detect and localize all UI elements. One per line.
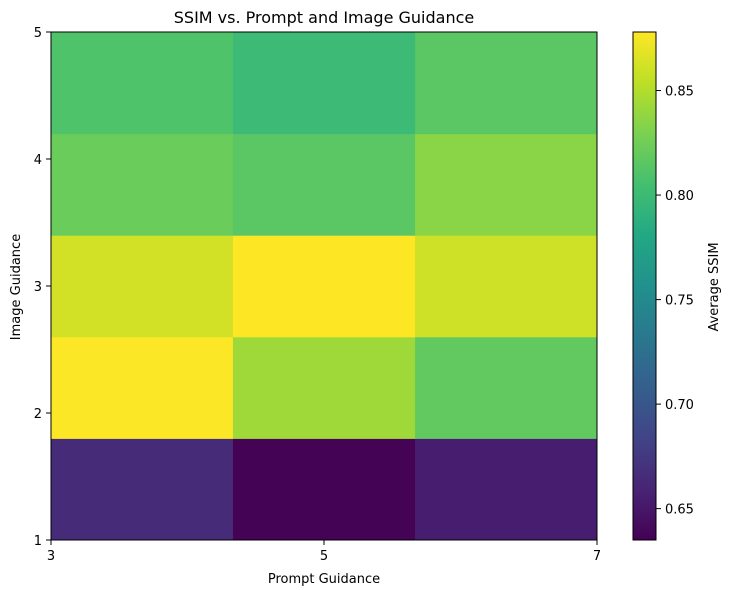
x-axis-ticks: 3 5 7 (47, 540, 601, 564)
y-tick-label: 5 (34, 26, 42, 41)
y-tick-label: 1 (34, 534, 42, 549)
y-axis-ticks: 1 2 3 4 5 (34, 26, 51, 549)
heatmap-cell (232, 133, 416, 236)
heatmap-cell (232, 336, 416, 439)
heatmap-cell (415, 438, 598, 541)
heatmap-cell (232, 32, 416, 135)
heatmap-cell (232, 235, 416, 338)
heatmap-cells (51, 32, 598, 541)
chart-title: SSIM vs. Prompt and Image Guidance (174, 8, 475, 27)
x-tick-label: 5 (320, 549, 328, 564)
heatmap-cell (415, 32, 598, 135)
x-tick-label: 7 (593, 549, 601, 564)
heatmap-cell (415, 133, 598, 236)
heatmap-cell (232, 438, 416, 541)
colorbar-tick-label: 0.75 (665, 294, 694, 309)
heatmap-cell (51, 336, 234, 439)
heatmap-cell (415, 235, 598, 338)
heatmap-cell (415, 336, 598, 439)
y-tick-label: 3 (34, 280, 42, 295)
heatmap-cell (51, 438, 234, 541)
colorbar-tick-label: 0.80 (665, 189, 694, 204)
colorbar-tick-label: 0.70 (665, 398, 694, 413)
colorbar-frame (632, 31, 657, 541)
colorbar-tick-label: 0.65 (665, 503, 694, 518)
y-tick-label: 2 (34, 407, 42, 422)
x-axis-label: Prompt Guidance (268, 572, 380, 587)
colorbar-ticks: 0.65 0.70 0.75 0.80 0.85 (656, 85, 694, 518)
colorbar-label: Average SSIM (707, 242, 722, 331)
y-axis-label: Image Guidance (9, 234, 24, 340)
y-tick-label: 4 (34, 153, 42, 168)
colorbar-tick-label: 0.85 (665, 85, 694, 100)
colorbar (633, 32, 656, 540)
heatmap-cell (51, 235, 234, 338)
x-tick-label: 3 (47, 549, 55, 564)
heatmap-cell (51, 133, 234, 236)
heatmap-cell (51, 32, 234, 135)
